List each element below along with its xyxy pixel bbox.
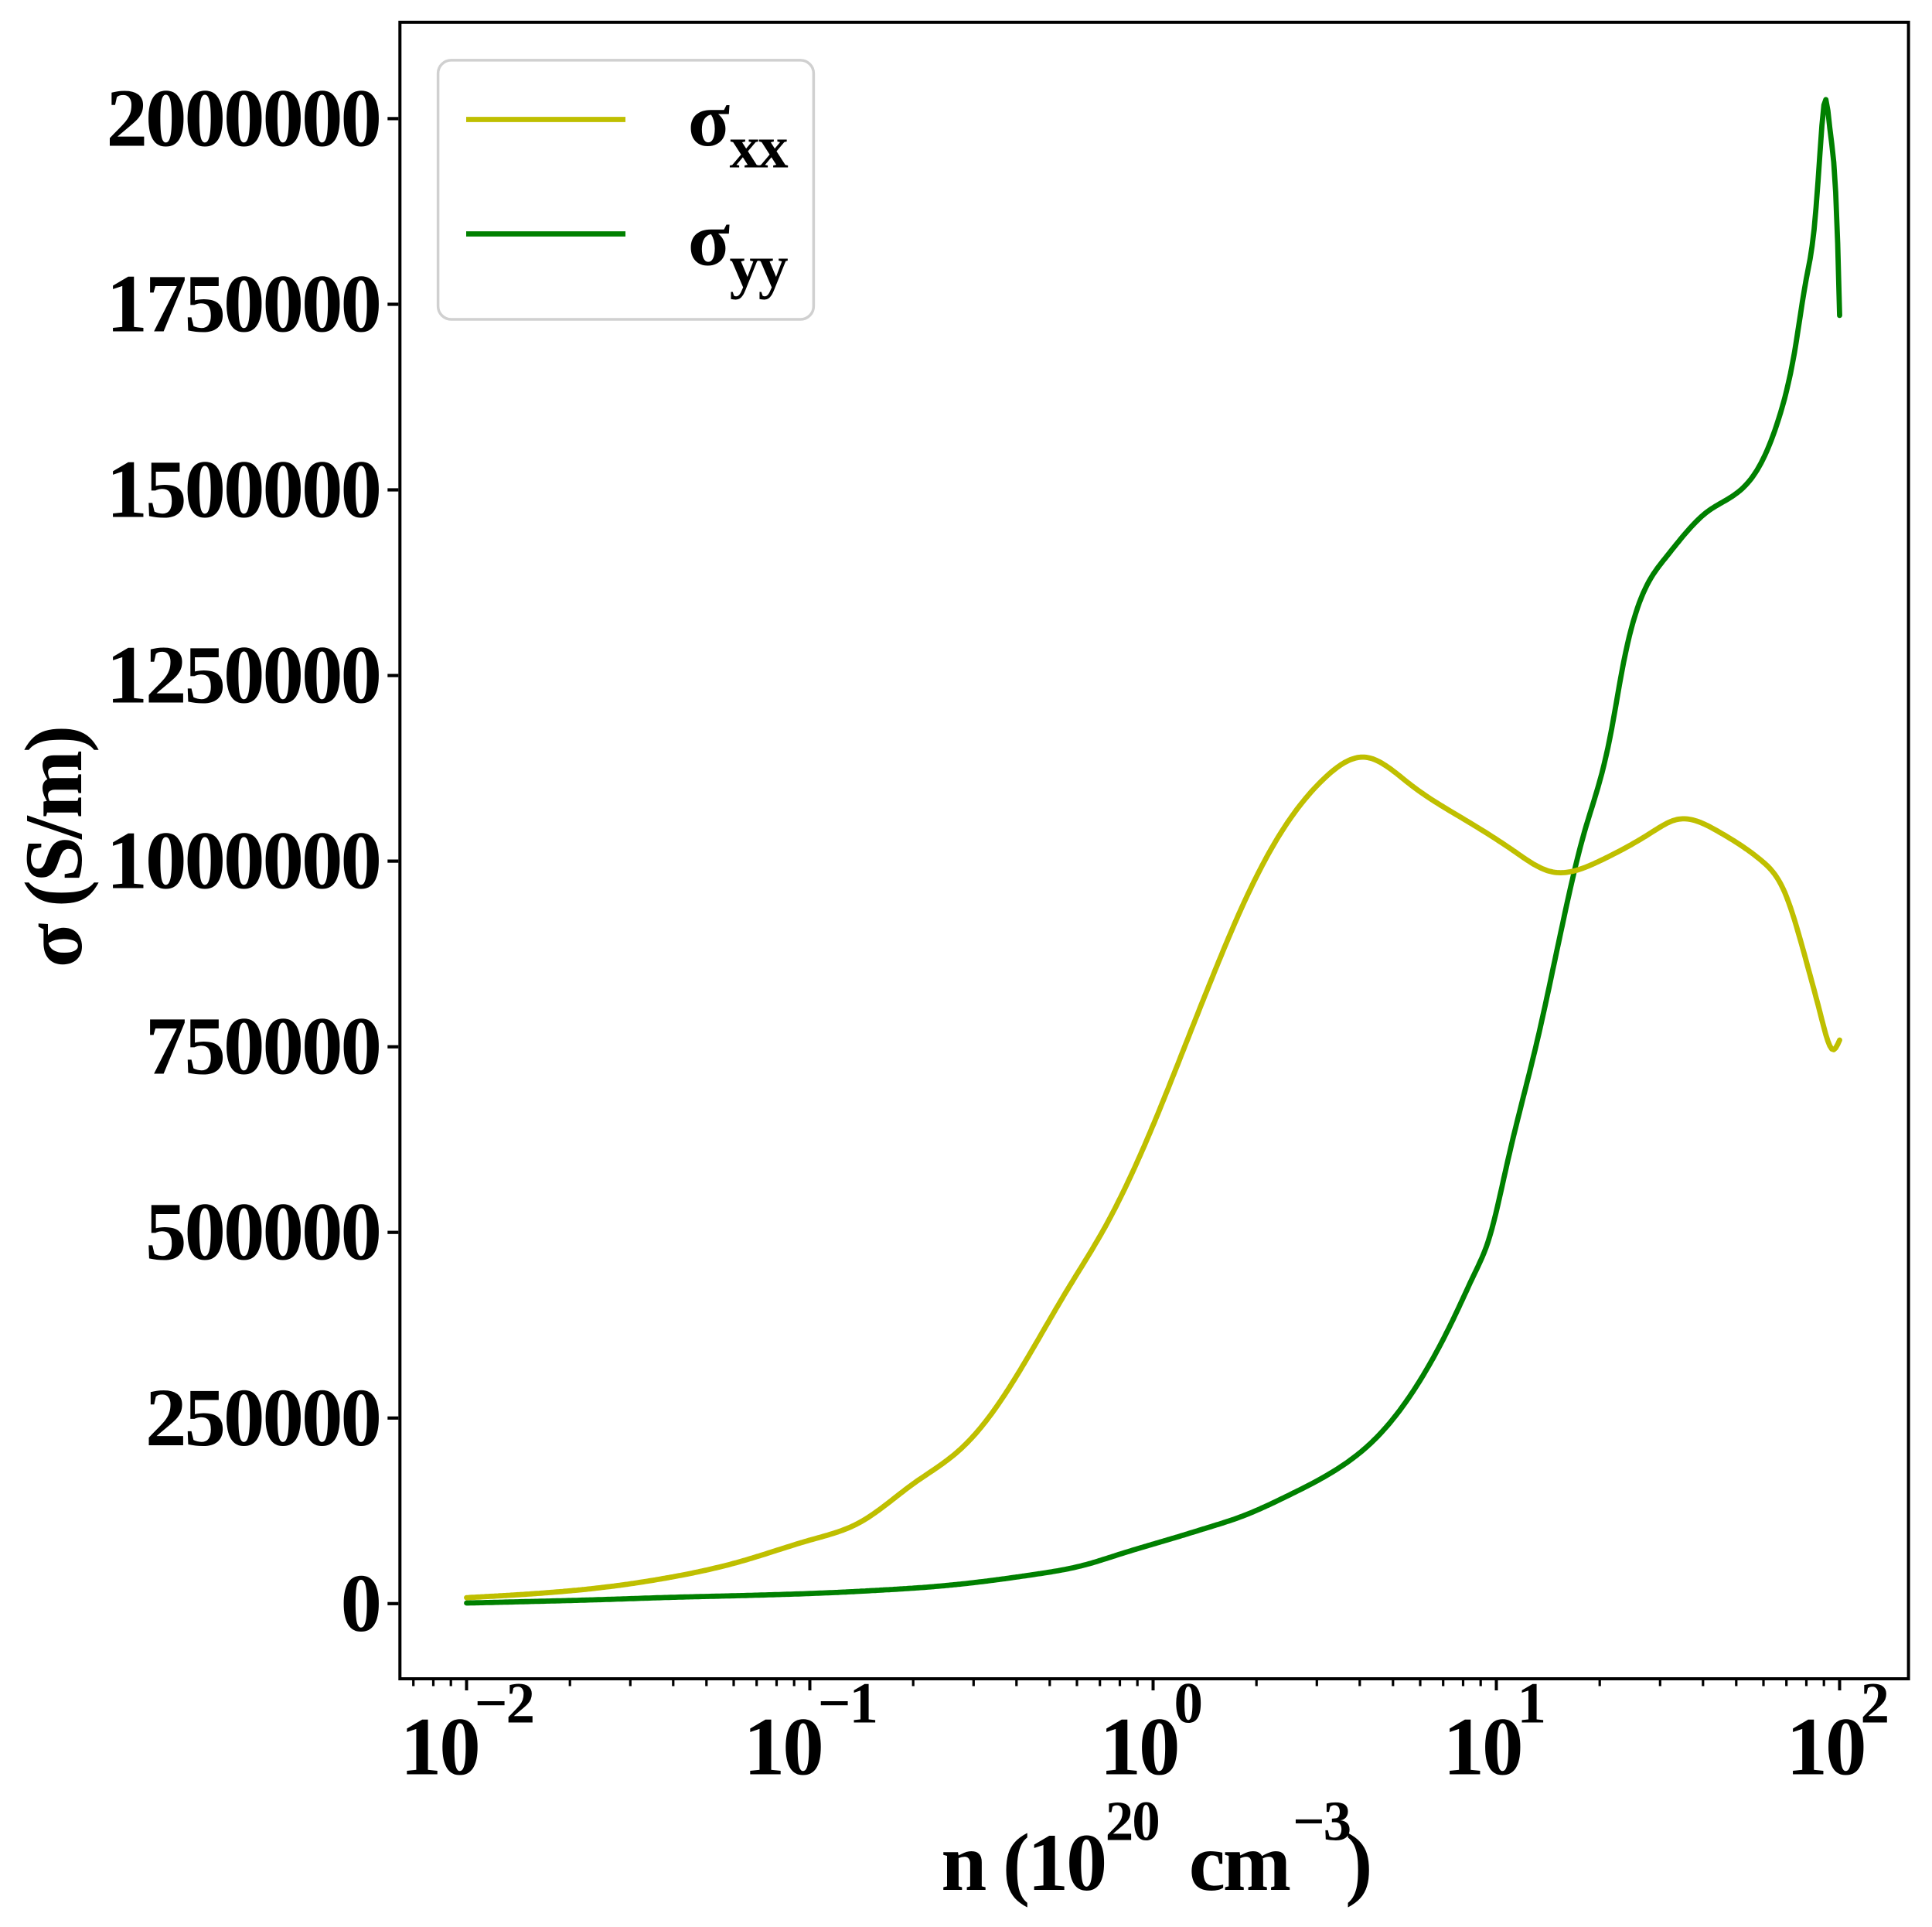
svg-text:10: 10 xyxy=(1443,1702,1521,1793)
svg-text:10: 10 xyxy=(400,1702,479,1793)
svg-text:0: 0 xyxy=(1174,1672,1202,1736)
svg-text:750000: 750000 xyxy=(145,1001,380,1093)
svg-text:2: 2 xyxy=(1861,1672,1889,1736)
svg-text:σ: σ xyxy=(688,77,730,162)
svg-text:1250000: 1250000 xyxy=(107,630,380,721)
svg-text:yy: yy xyxy=(730,233,789,300)
svg-text:2000000: 2000000 xyxy=(107,73,380,164)
svg-text:10: 10 xyxy=(1787,1702,1865,1793)
svg-text:): ) xyxy=(1345,1817,1370,1908)
svg-text:−2: −2 xyxy=(475,1672,533,1736)
svg-text:σ: σ xyxy=(688,196,730,281)
svg-text:1: 1 xyxy=(1518,1672,1545,1736)
svg-text:xx: xx xyxy=(730,114,789,181)
svg-text:10: 10 xyxy=(744,1702,822,1793)
svg-text:10: 10 xyxy=(1100,1702,1178,1793)
svg-text:0: 0 xyxy=(341,1558,380,1649)
svg-text:250000: 250000 xyxy=(145,1373,380,1464)
svg-text:−3: −3 xyxy=(1293,1790,1350,1853)
svg-text:σ (S/m): σ (S/m) xyxy=(9,728,99,967)
svg-text:cm: cm xyxy=(1189,1817,1290,1908)
svg-text:20: 20 xyxy=(1106,1790,1159,1853)
svg-text:1000000: 1000000 xyxy=(107,816,380,907)
svg-text:−1: −1 xyxy=(818,1672,877,1736)
svg-text:500000: 500000 xyxy=(145,1187,380,1278)
svg-text:1500000: 1500000 xyxy=(107,445,380,536)
svg-text:1750000: 1750000 xyxy=(107,259,380,350)
svg-text:n (10: n (10 xyxy=(941,1817,1105,1908)
